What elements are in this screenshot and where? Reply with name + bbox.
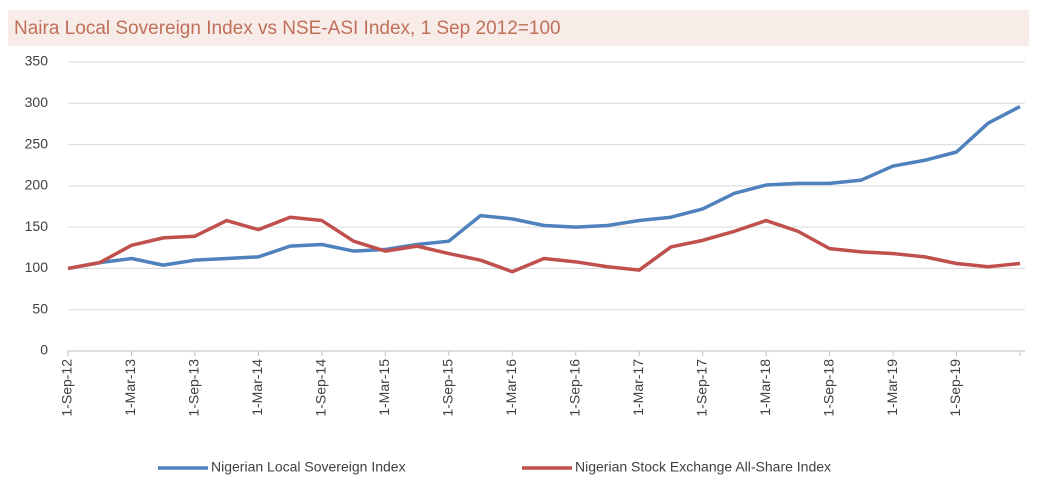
x-tick-label: 1-Mar-15: [376, 359, 392, 416]
x-tick-label: 1-Sep-17: [693, 359, 709, 417]
x-tick-label: 1-Mar-18: [757, 359, 773, 416]
y-tick-label: 150: [25, 218, 49, 234]
y-tick-label: 100: [25, 259, 49, 275]
y-tick-label: 300: [25, 94, 49, 110]
series-line: [67, 215, 1021, 274]
y-tick-label: 350: [25, 53, 49, 69]
x-tick-label: 1-Sep-14: [313, 359, 329, 417]
y-tick-label: 50: [32, 300, 48, 316]
chart-title: Naira Local Sovereign Index vs NSE-ASI I…: [14, 18, 561, 39]
legend-label: Nigerian Stock Exchange All-Share Index: [575, 459, 831, 475]
y-tick-label: 200: [25, 177, 49, 193]
x-tick-label: 1-Sep-13: [186, 359, 202, 417]
x-tick-label: 1-Mar-17: [630, 359, 646, 416]
x-tick-label: 1-Sep-15: [440, 359, 456, 417]
x-tick-label: 1-Mar-16: [503, 359, 519, 416]
legend-label: Nigerian Local Sovereign Index: [211, 459, 406, 475]
title-band: [8, 10, 1029, 46]
y-tick-label: 250: [25, 135, 49, 151]
x-tick-label: 1-Mar-19: [884, 359, 900, 416]
y-tick-label: 0: [40, 342, 48, 358]
x-tick-label: 1-Sep-19: [947, 359, 963, 417]
x-tick-label: 1-Sep-18: [820, 359, 836, 417]
x-tick-label: 1-Sep-12: [59, 359, 75, 417]
x-tick-label: 1-Sep-16: [566, 359, 582, 417]
x-tick-label: 1-Mar-14: [249, 359, 265, 416]
x-tick-label: 1-Mar-13: [122, 359, 138, 416]
series-line: [67, 105, 1021, 271]
